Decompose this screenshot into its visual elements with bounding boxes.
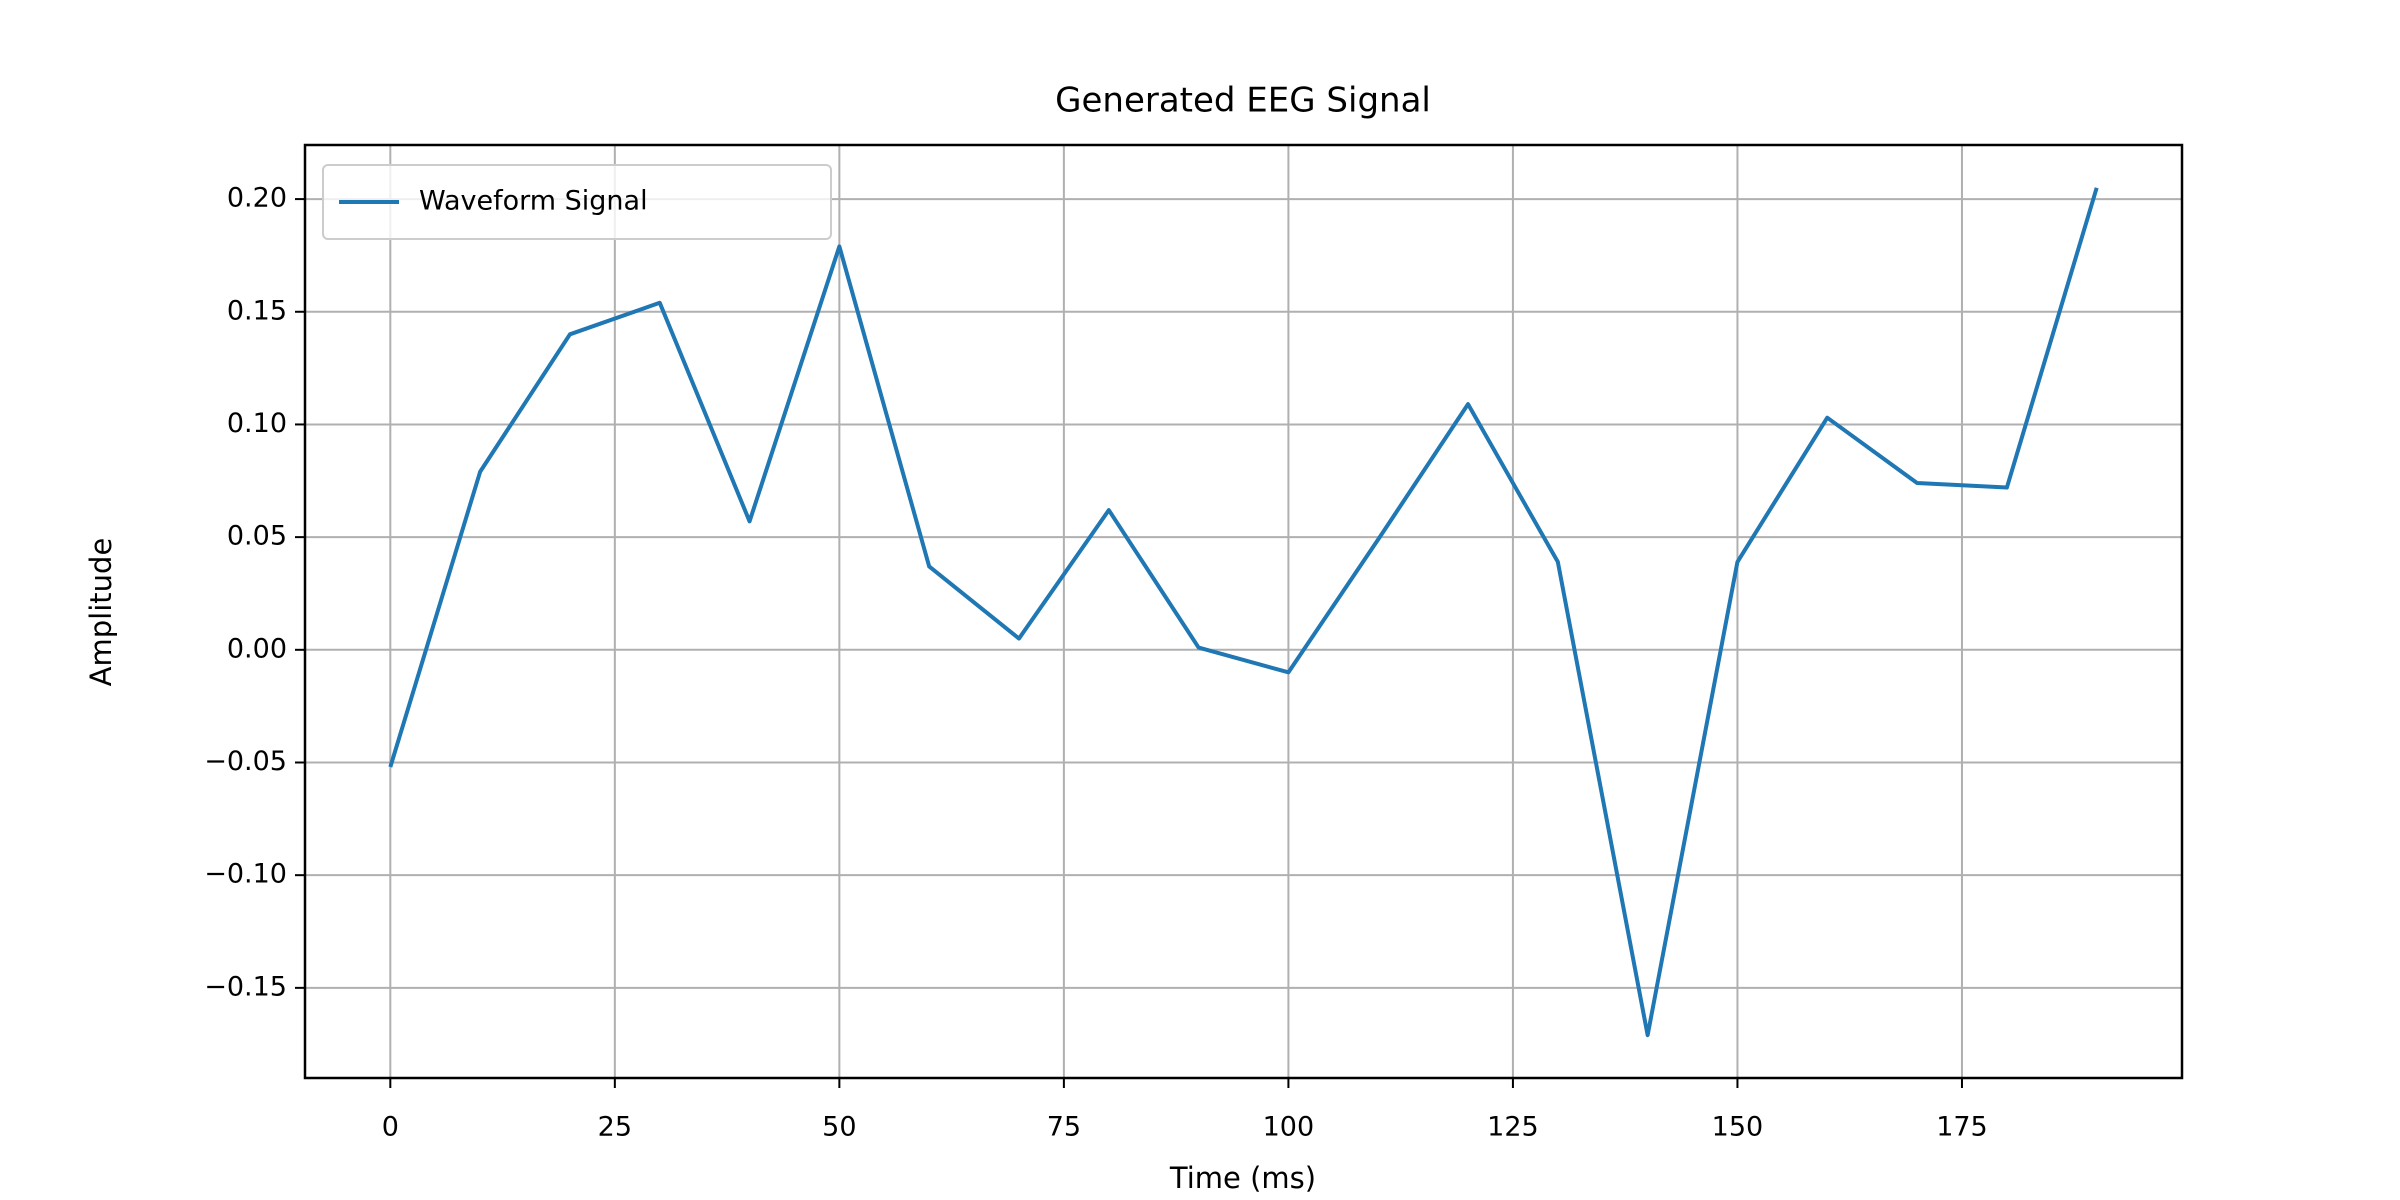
x-tick-label: 0 bbox=[382, 1112, 399, 1143]
x-tick-label: 75 bbox=[1047, 1112, 1081, 1143]
x-tick-label: 100 bbox=[1263, 1112, 1315, 1143]
y-tick-label: −0.05 bbox=[204, 746, 287, 777]
x-tick-label: 50 bbox=[822, 1112, 856, 1143]
y-tick-label: 0.10 bbox=[227, 408, 287, 439]
x-tick-label: 125 bbox=[1487, 1112, 1539, 1143]
y-axis-label: Amplitude bbox=[84, 538, 118, 687]
legend-box bbox=[322, 164, 832, 240]
y-tick-label: 0.15 bbox=[227, 295, 287, 326]
x-tick-label: 25 bbox=[598, 1112, 632, 1143]
y-tick-label: 0.05 bbox=[227, 521, 287, 552]
y-tick-label: −0.10 bbox=[204, 859, 287, 890]
x-tick-label: 175 bbox=[1936, 1112, 1988, 1143]
chart-title: Generated EEG Signal bbox=[1055, 81, 1431, 121]
x-tick-label: 150 bbox=[1712, 1112, 1764, 1143]
legend-label: Waveform Signal bbox=[419, 186, 648, 217]
plot-frame bbox=[303, 143, 2184, 1080]
y-tick-label: 0.20 bbox=[227, 183, 287, 214]
x-axis-label: Time (ms) bbox=[1169, 1161, 1316, 1195]
data-line bbox=[388, 187, 2099, 1038]
y-tick-label: 0.00 bbox=[227, 633, 287, 664]
y-tick-label: −0.15 bbox=[204, 971, 287, 1002]
